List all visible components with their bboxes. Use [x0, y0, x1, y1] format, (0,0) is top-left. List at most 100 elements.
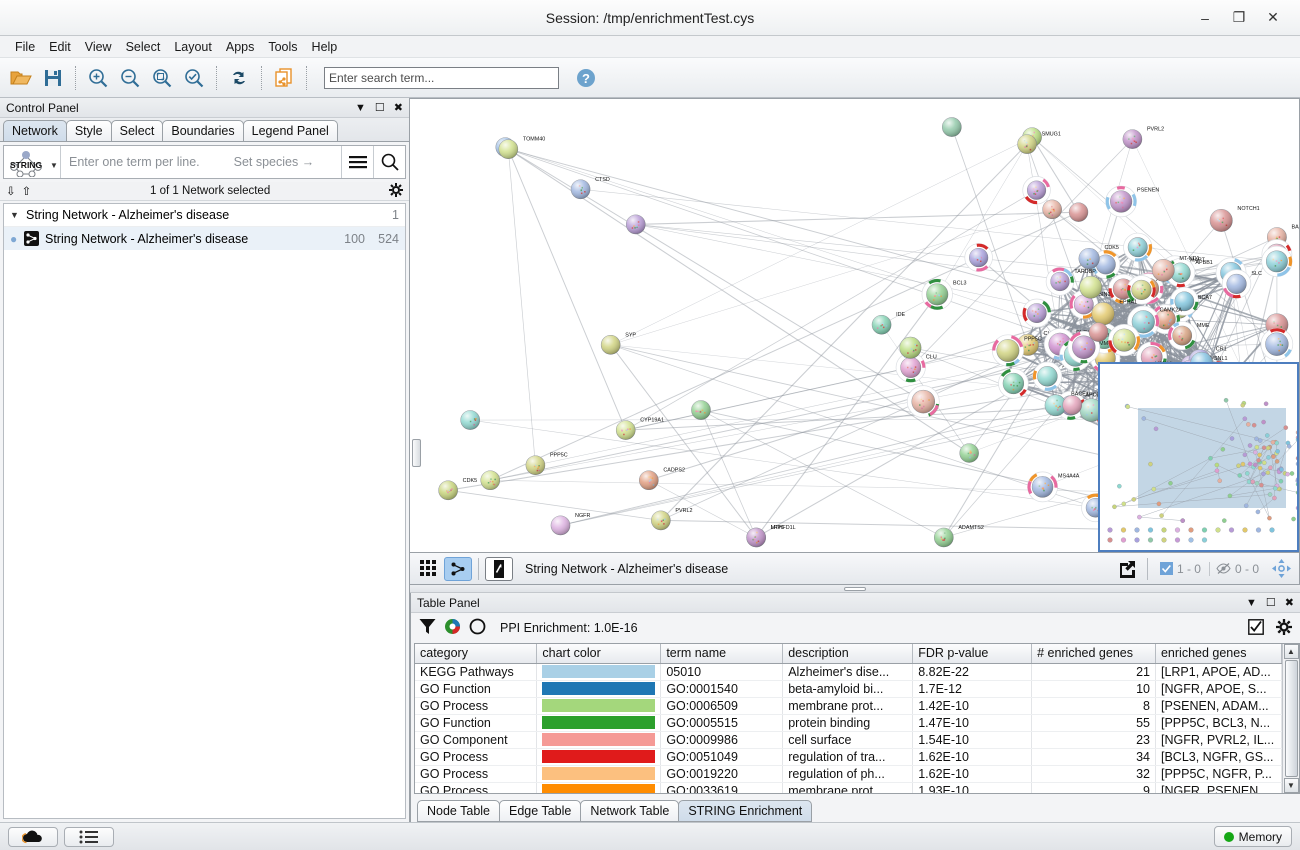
minimize-icon[interactable]: – [1201, 9, 1209, 26]
menu-tools[interactable]: Tools [268, 39, 298, 54]
col-term-name[interactable]: term name [660, 644, 784, 664]
tab-node-table[interactable]: Node Table [417, 800, 501, 822]
network-node[interactable] [1022, 298, 1052, 328]
scroll-up-arrow[interactable]: ▲ [1283, 644, 1299, 659]
col-enriched-count[interactable]: # enriched genes [1031, 644, 1156, 664]
hidden-nodes-counter[interactable]: 0 - 0 [1208, 561, 1265, 576]
network-node[interactable]: PSENEN [1105, 185, 1160, 218]
grid-layout-icon[interactable] [414, 557, 442, 581]
tree-root-row[interactable]: ▼ String Network - Alzheimer's disease 1 [4, 204, 405, 227]
network-node[interactable] [964, 243, 993, 272]
gear-icon[interactable] [1276, 618, 1292, 638]
network-vertical-scrollbar[interactable] [412, 439, 421, 467]
network-node[interactable]: BCL3 [921, 278, 967, 310]
magnifier-icon[interactable] [373, 146, 405, 178]
network-node[interactable] [1261, 245, 1293, 277]
table-row[interactable]: GO Function GO:0001540 beta-amyloid bi... 1… [415, 680, 1283, 698]
network-node[interactable]: RELN [1067, 330, 1115, 364]
donut-chart-icon[interactable] [469, 618, 486, 638]
zoom-out-icon[interactable] [115, 63, 145, 93]
network-node[interactable]: MT-ND1 [1151, 256, 1200, 282]
menu-view[interactable]: View [84, 39, 112, 54]
network-node[interactable]: PPP5C [991, 334, 1042, 367]
panel-close-icon[interactable]: ✖ [393, 102, 403, 114]
network-node[interactable] [1169, 286, 1199, 316]
network-node[interactable] [1042, 199, 1062, 220]
tab-network-table[interactable]: Network Table [580, 800, 680, 822]
close-icon[interactable]: ✕ [1267, 9, 1279, 25]
zoom-fit-icon[interactable] [147, 63, 177, 93]
tab-style[interactable]: Style [65, 120, 112, 141]
network-node[interactable] [906, 385, 940, 418]
network-node[interactable]: CTSD [570, 177, 610, 200]
birds-eye-overview[interactable] [1098, 362, 1299, 552]
table-panel-close-icon[interactable]: ✖ [1284, 597, 1294, 609]
network-node[interactable]: TARDBP [1045, 267, 1096, 296]
color-palette-icon[interactable] [444, 618, 461, 638]
menu-select[interactable]: Select [125, 39, 161, 54]
network-node[interactable]: MS4A4A [1027, 471, 1080, 503]
network-node[interactable]: SMUG1 [1017, 132, 1061, 154]
table-vertical-scrollbar[interactable]: ▲ ▼ [1282, 644, 1299, 793]
export-network-icon[interactable] [269, 63, 299, 93]
scroll-thumb[interactable] [1284, 660, 1298, 777]
enrichment-table[interactable]: category chart color term name descripti… [415, 644, 1283, 793]
network-node[interactable]: IDE [871, 312, 906, 335]
filter-icon[interactable] [419, 618, 436, 638]
collapse-all-icon[interactable]: ⇩ [6, 186, 16, 198]
network-node[interactable] [942, 117, 962, 137]
panel-dropdown-icon[interactable]: ▼ [355, 101, 366, 114]
col-chart-color[interactable]: chart color [536, 644, 662, 664]
menu-help[interactable]: Help [311, 39, 338, 54]
network-node[interactable]: BACE1 [1044, 392, 1089, 417]
network-node[interactable] [1079, 275, 1103, 299]
help-icon[interactable]: ? [571, 63, 601, 93]
tree-twisty-icon[interactable]: ▼ [10, 210, 19, 220]
zoom-selected-icon[interactable] [179, 63, 209, 93]
tab-boundaries[interactable]: Boundaries [162, 120, 244, 141]
network-node[interactable]: ADAMTS2 [1126, 275, 1182, 305]
network-node[interactable]: CDK5 [438, 478, 478, 501]
network-node[interactable]: ADAMTS2 [933, 525, 984, 548]
export-image-icon[interactable] [1113, 557, 1141, 581]
tab-select[interactable]: Select [110, 120, 164, 141]
network-node[interactable] [1260, 327, 1294, 361]
gear-icon[interactable] [389, 182, 403, 200]
checkbox-icon[interactable] [1248, 618, 1264, 638]
string-species-caret-icon[interactable]: ▼ [50, 161, 58, 170]
network-node[interactable] [899, 336, 922, 359]
network-node[interactable]: CLU [895, 352, 937, 383]
table-row[interactable]: GO Process GO:0051049 regulation of tra...… [415, 748, 1283, 766]
tab-string-enrichment[interactable]: STRING Enrichment [678, 800, 813, 822]
list-icon[interactable] [64, 826, 114, 847]
network-node[interactable] [1068, 202, 1089, 222]
hamburger-icon[interactable] [341, 146, 373, 178]
network-node[interactable] [625, 214, 646, 235]
panel-float-icon[interactable]: ☐ [374, 102, 385, 114]
network-node[interactable] [959, 443, 979, 463]
network-node[interactable]: CDK5 [1078, 245, 1119, 270]
network-node[interactable]: NGFR [550, 513, 590, 536]
cloud-icon[interactable] [8, 826, 58, 847]
tab-edge-table[interactable]: Edge Table [499, 800, 582, 822]
network-view-canvas[interactable]: VSNL1GAB2APOEIL1BABCA7BIN1MS4A4AMS4A4ECL… [410, 98, 1300, 553]
tab-network[interactable]: Network [3, 120, 67, 141]
maximize-icon[interactable]: ❐ [1232, 9, 1246, 25]
expand-all-icon[interactable]: ⇧ [21, 186, 32, 198]
memory-status-button[interactable]: Memory [1213, 826, 1292, 847]
network-node[interactable] [998, 368, 1029, 399]
network-node[interactable] [460, 410, 480, 430]
network-node[interactable] [1088, 322, 1109, 342]
table-row[interactable]: GO Component GO:0009986 cell surface 1.54E-… [415, 731, 1283, 749]
table-row[interactable]: GO Process GO:0033619 membrane prot... 1.93… [415, 782, 1283, 793]
col-description[interactable]: description [782, 644, 914, 664]
table-panel-float-icon[interactable]: ☐ [1265, 597, 1276, 609]
network-node[interactable] [1022, 176, 1051, 205]
network-node[interactable]: PPP5C [525, 453, 568, 476]
network-node[interactable]: PVRL2 [1122, 127, 1164, 149]
annotation-icon[interactable] [485, 556, 513, 581]
table-row[interactable]: GO Process GO:0019220 regulation of ph... 1… [415, 765, 1283, 783]
horizontal-splitter[interactable] [410, 585, 1300, 593]
table-row[interactable]: GO Process GO:0006509 membrane prot... 1.42… [415, 697, 1283, 715]
network-node[interactable]: TOMM40 [498, 137, 546, 159]
